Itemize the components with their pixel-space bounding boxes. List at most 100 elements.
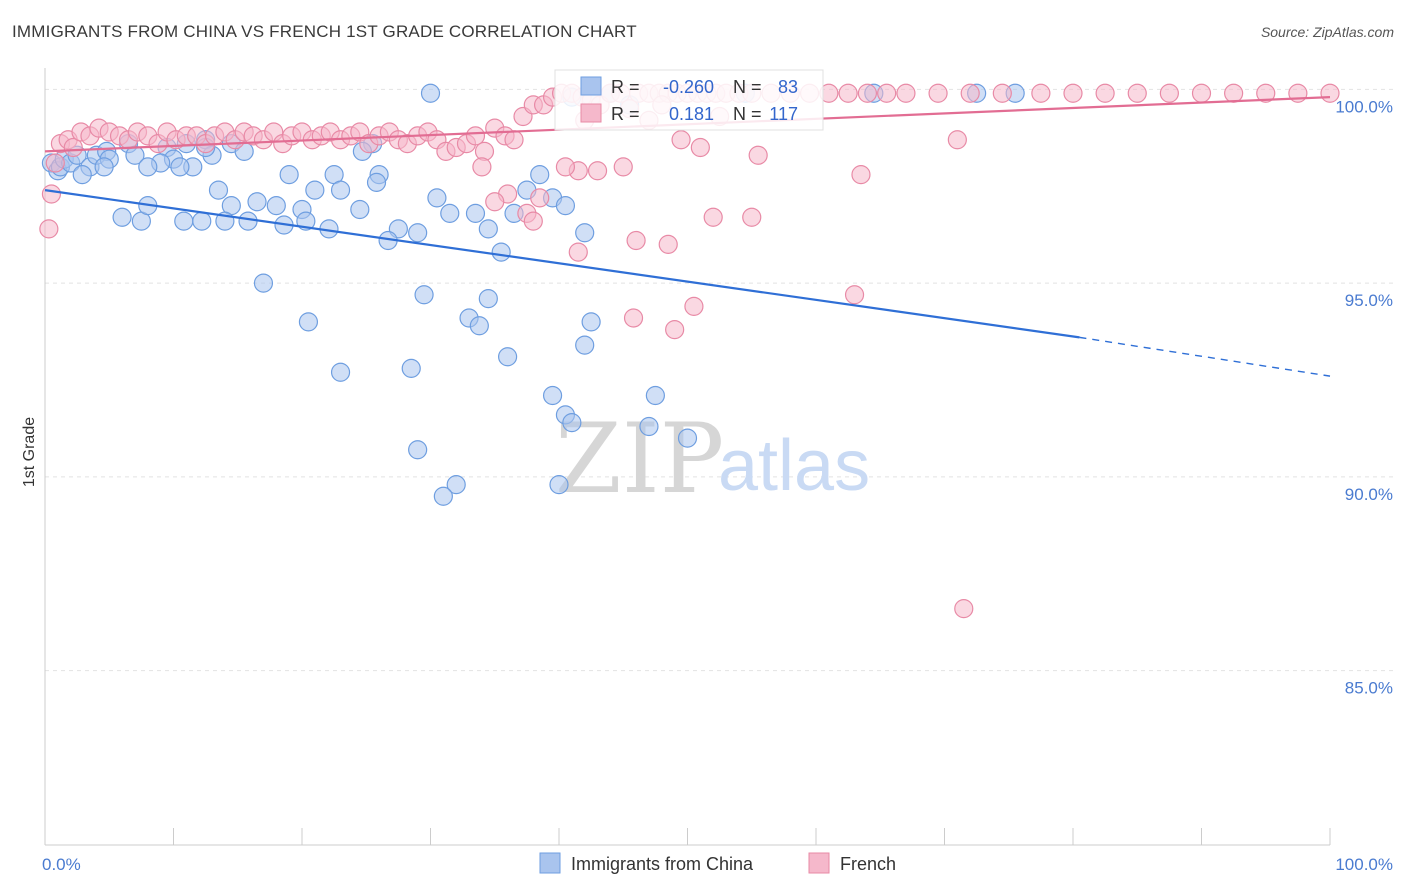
china-point	[433, 486, 453, 506]
china-point	[192, 211, 212, 231]
series-legend: Immigrants from China French	[539, 852, 896, 874]
y-axis-label: 1st Grade	[21, 417, 38, 487]
china-point	[575, 223, 595, 243]
china-point	[350, 199, 370, 220]
china-point	[677, 428, 698, 448]
french-point	[1191, 83, 1212, 103]
china-point	[491, 242, 511, 262]
china-point	[408, 223, 428, 243]
china-point	[575, 335, 595, 355]
watermark: ZIP atlas	[555, 403, 870, 515]
french-point	[45, 153, 65, 173]
china-point	[94, 157, 114, 177]
china-point	[562, 413, 582, 433]
watermark-atlas: atlas	[718, 426, 870, 506]
gridlines	[45, 88, 1395, 672]
french-point	[568, 242, 588, 262]
french-point	[844, 285, 865, 305]
french-point	[472, 157, 492, 177]
china-point	[446, 475, 466, 495]
china-point	[414, 285, 434, 305]
data-points	[39, 83, 1340, 619]
series-legend-french: French	[840, 854, 896, 874]
french-point	[992, 83, 1012, 103]
china-point	[366, 172, 387, 192]
chart-title: IMMIGRANTS FROM CHINA VS FRENCH 1ST GRAD…	[12, 22, 637, 41]
china-point	[266, 196, 286, 216]
china-point	[645, 385, 665, 406]
china-point	[478, 289, 498, 309]
china-point	[478, 219, 498, 239]
legend-r-value-china: -0.260	[663, 77, 714, 97]
french-point	[954, 599, 974, 619]
french-point	[485, 192, 505, 212]
china-point	[469, 316, 489, 336]
french-point	[555, 157, 576, 177]
china-point	[208, 180, 229, 200]
legend-n-value-china: 83	[778, 77, 798, 97]
china-point	[440, 203, 460, 223]
french-point	[63, 137, 83, 158]
y-tick-label: 95.0%	[1345, 291, 1393, 310]
china-point	[465, 203, 486, 223]
china-point	[72, 165, 92, 185]
china-point	[279, 165, 299, 185]
french-point	[857, 83, 878, 103]
correlation-legend: R = -0.260 N = 83 R = 0.181 N = 117	[554, 69, 824, 131]
china-point	[170, 157, 190, 177]
china-point	[174, 211, 194, 231]
french-point	[928, 83, 948, 103]
x-tick-label: 0.0%	[42, 855, 81, 874]
french-point	[742, 207, 762, 227]
china-point	[330, 180, 351, 200]
french-point	[1127, 83, 1147, 103]
china-point	[420, 83, 441, 103]
china-trend-line	[44, 189, 1080, 339]
china-point	[408, 440, 428, 460]
french-point	[1031, 83, 1051, 103]
french-point	[1159, 83, 1179, 103]
china-point	[639, 416, 659, 437]
china-point	[112, 207, 132, 227]
french-point	[851, 165, 871, 185]
french-point	[690, 137, 710, 158]
french-point	[613, 157, 633, 177]
legend-n-label-french: N =	[733, 104, 762, 124]
french-point	[665, 320, 685, 340]
french-point	[39, 219, 59, 239]
french-point	[626, 230, 646, 251]
french-point	[523, 211, 543, 231]
french-point	[1095, 83, 1115, 103]
china-point	[581, 312, 601, 332]
china-point	[498, 347, 518, 367]
china-point	[542, 385, 563, 406]
legend-swatch-china	[580, 76, 602, 96]
china-point	[247, 192, 267, 212]
china-point	[138, 157, 158, 177]
legend-r-value-french: 0.181	[669, 104, 714, 124]
y-tick-label: 85.0%	[1345, 679, 1393, 698]
legend-swatch-french	[580, 103, 602, 123]
french-point	[587, 161, 608, 181]
china-trend-extension	[1079, 336, 1331, 377]
china-point	[555, 196, 576, 216]
legend-n-label-china: N =	[733, 77, 762, 97]
french-point	[877, 83, 897, 103]
french-point	[684, 296, 704, 316]
china-point	[305, 180, 325, 200]
china-point	[298, 312, 319, 332]
french-point	[838, 83, 858, 103]
legend-n-value-french: 117	[769, 104, 798, 124]
legend-r-label-china: R =	[611, 77, 640, 97]
series-legend-swatch-china	[539, 852, 561, 874]
french-point	[671, 130, 691, 150]
french-point	[748, 145, 768, 165]
legend-r-label-french: R =	[611, 104, 640, 124]
y-tick-label: 100.0%	[1335, 97, 1393, 116]
y-tick-labels: 100.0% 95.0% 90.0% 85.0%	[1335, 97, 1393, 697]
watermark-zip: ZIP	[555, 403, 724, 515]
x-tick-labels: 0.0% 100.0%	[42, 855, 1393, 874]
series-legend-china: Immigrants from China	[571, 854, 754, 874]
french-point	[960, 83, 980, 103]
french-point	[465, 126, 486, 146]
